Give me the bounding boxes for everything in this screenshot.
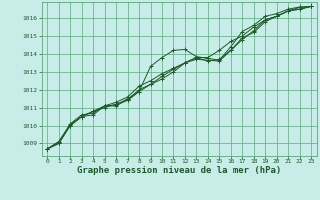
X-axis label: Graphe pression niveau de la mer (hPa): Graphe pression niveau de la mer (hPa) — [77, 166, 281, 175]
